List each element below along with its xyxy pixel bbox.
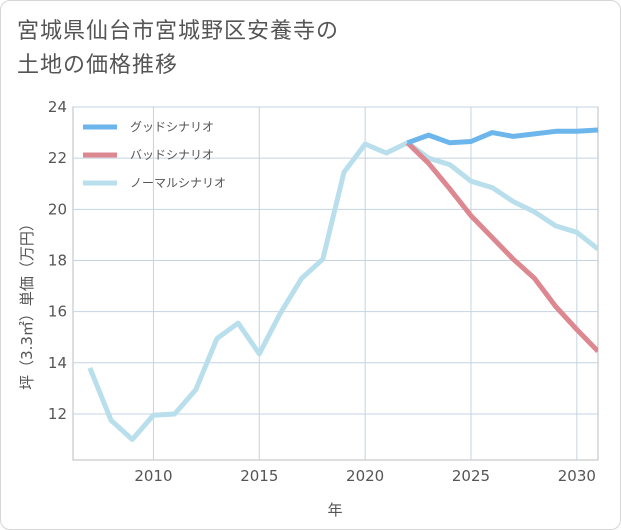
- legend-label-normal: ノーマルシナリオ: [130, 176, 226, 190]
- series-group: [87, 127, 598, 442]
- x-tick-label: 2020: [346, 467, 384, 485]
- chart-title-line-2: 土地の価格推移: [17, 53, 179, 78]
- series-line-bad: [405, 141, 598, 354]
- y-tick-label: 24: [48, 98, 67, 116]
- legend-label-good: グッドシナリオ: [130, 120, 214, 134]
- x-axis-title: 年: [327, 501, 342, 519]
- y-tick-label: 12: [48, 405, 67, 423]
- grid: [73, 106, 598, 460]
- plot-area: [72, 106, 599, 461]
- y-tick-label: 14: [48, 354, 67, 372]
- tick-labels: 12 14 16 18 20 22 24 2010 2015 2020 2025 2030: [48, 98, 596, 485]
- y-tick-label: 22: [48, 149, 67, 167]
- y-axis-title: 坪（3.3㎡）単価（万円）: [18, 216, 36, 390]
- series-line-normal: [87, 140, 598, 442]
- chart-title: 宮城県仙台市宮城野区安養寺の 土地の価格推移: [17, 15, 339, 83]
- chart-title-line-1: 宮城県仙台市宮城野区安養寺の: [17, 19, 340, 44]
- y-tick-label: 16: [48, 303, 67, 321]
- x-tick-label: 2010: [134, 467, 172, 485]
- x-tick-label: 2015: [240, 467, 278, 485]
- y-tick-label: 20: [48, 200, 67, 218]
- x-tick-label: 2030: [558, 467, 596, 485]
- x-tick-label: 2025: [452, 467, 490, 485]
- legend-label-bad: バッドシナリオ: [130, 148, 214, 162]
- y-tick-label: 18: [48, 251, 67, 269]
- series-line-good: [406, 127, 598, 146]
